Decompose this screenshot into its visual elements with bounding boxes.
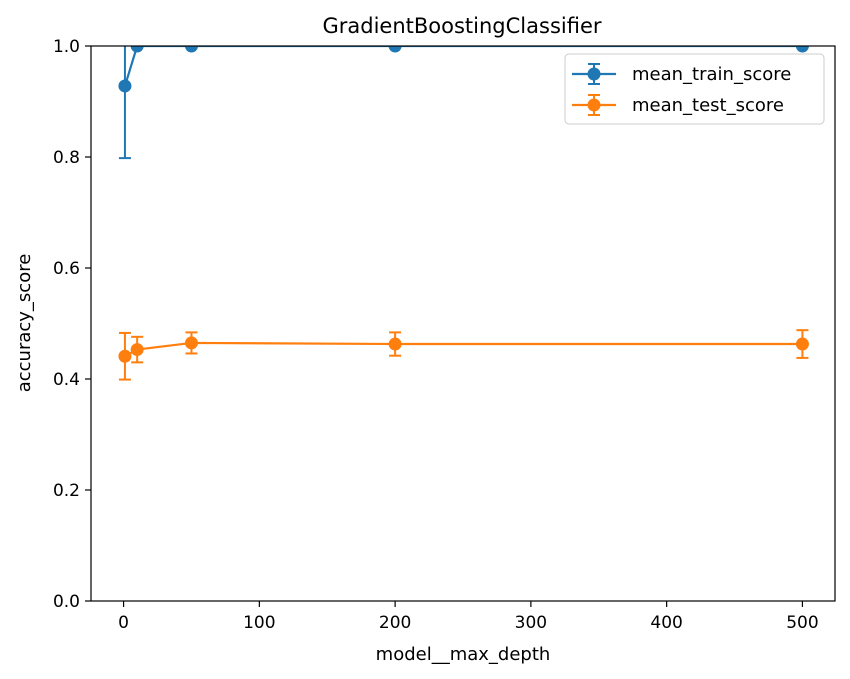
y-tick-label: 0.0: [53, 592, 80, 612]
data-point: [388, 337, 402, 351]
data-point: [795, 337, 809, 351]
data-point: [118, 349, 132, 363]
y-tick-label: 0.4: [53, 370, 80, 390]
y-tick-label: 0.2: [53, 481, 80, 501]
x-tick-label: 300: [515, 613, 547, 633]
legend-swatch-marker: [587, 67, 601, 81]
x-tick-label: 200: [379, 613, 411, 633]
legend: mean_train_score mean_test_score: [564, 53, 825, 125]
plot-area: [118, 46, 809, 381]
data-point: [130, 343, 144, 357]
data-point: [184, 336, 198, 350]
data-point: [130, 46, 144, 53]
data-point: [118, 79, 132, 93]
series-mean_train_score: [118, 46, 809, 160]
ticks: 0 100 200 300 400 500 0.0 0.2 0.4 0.6 0.8 1.0: [53, 37, 819, 633]
x-tick-label: 0: [118, 613, 129, 633]
y-tick-label: 0.6: [53, 259, 80, 279]
x-tick-label: 500: [786, 613, 818, 633]
x-axis-label: model__max_depth: [376, 644, 551, 665]
legend-label: mean_test_score: [632, 95, 784, 116]
axes-frame: [90, 45, 836, 602]
legend-label: mean_train_score: [632, 64, 791, 85]
series-mean_test_score: [118, 329, 809, 381]
legend-box: [564, 53, 825, 125]
y-tick-label: 0.8: [53, 148, 80, 168]
y-axis-label: accuracy_score: [14, 254, 35, 393]
chart-title: GradientBoostingClassifier: [322, 14, 601, 38]
data-point: [795, 46, 809, 53]
x-tick-label: 100: [243, 613, 275, 633]
series-line: [123, 46, 803, 87]
x-tick-label: 400: [650, 613, 682, 633]
y-tick-label: 1.0: [53, 37, 80, 57]
data-point: [388, 46, 402, 53]
legend-swatch-marker: [587, 98, 601, 112]
data-point: [184, 46, 198, 53]
